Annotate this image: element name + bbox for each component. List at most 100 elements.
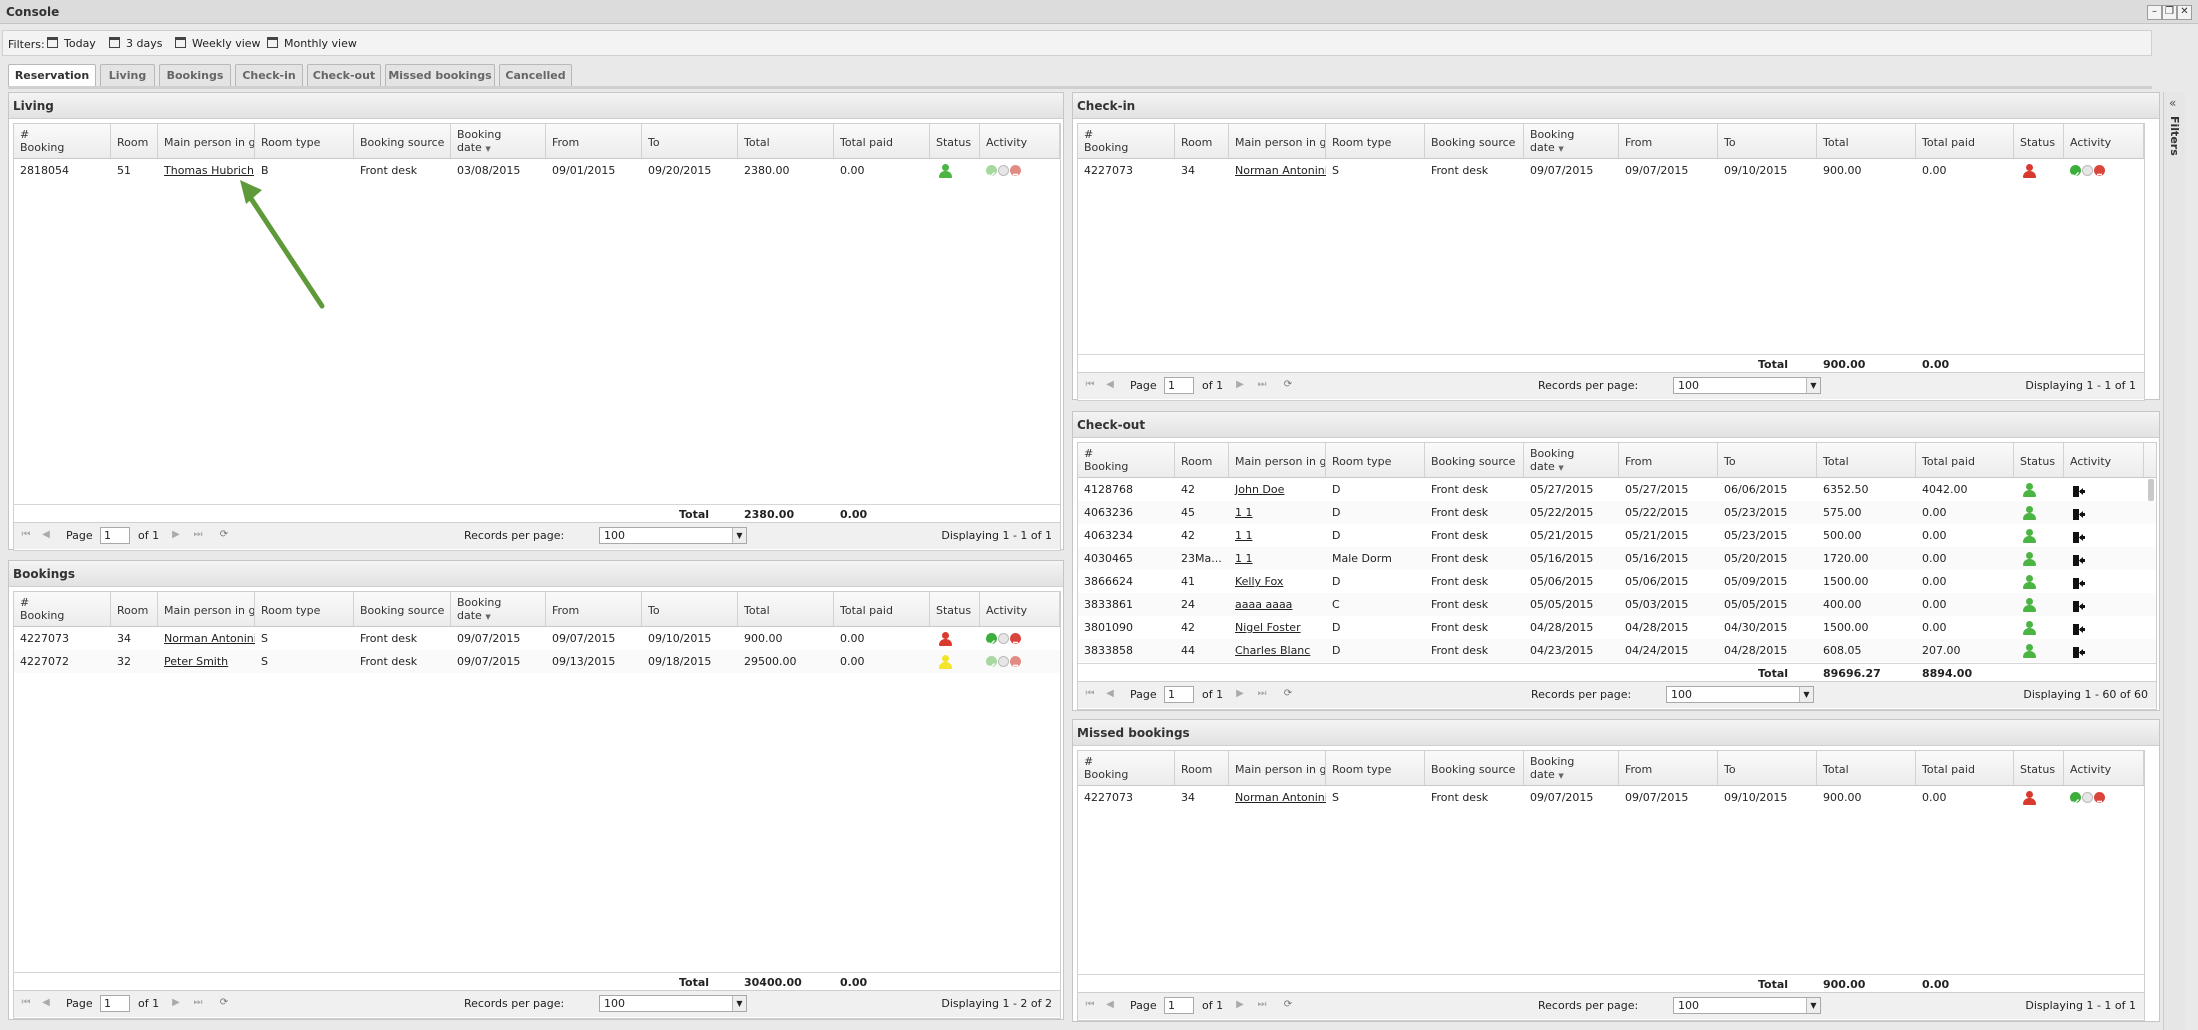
col-header-room[interactable]: Room bbox=[111, 124, 158, 158]
col-header-activity[interactable]: Activity bbox=[2064, 443, 2144, 477]
table-row[interactable]: 4128768 42 John Doe D Front desk 05/27/2015 05… bbox=[1078, 478, 2156, 501]
exit-door-icon[interactable] bbox=[2072, 598, 2085, 612]
user-edit-icon[interactable] bbox=[998, 656, 1009, 667]
first-page-icon[interactable]: ⏮ bbox=[21, 529, 31, 540]
col-header-total-paid[interactable]: Total paid bbox=[1916, 124, 2014, 158]
col-header-status[interactable]: Status bbox=[2014, 443, 2064, 477]
cell-main-person-text[interactable]: Thomas Hubrich bbox=[164, 164, 254, 177]
reject-icon[interactable] bbox=[2094, 165, 2105, 176]
cell-main-person[interactable]: 1 1 bbox=[1229, 524, 1326, 547]
col-header-status[interactable]: Status bbox=[2014, 751, 2064, 785]
exit-door-icon[interactable] bbox=[2072, 644, 2085, 658]
tab-living[interactable]: Living bbox=[100, 64, 155, 86]
minimize-icon[interactable]: – bbox=[2147, 5, 2162, 20]
col-header-activity[interactable]: Activity bbox=[980, 124, 1060, 158]
col-header-activity[interactable]: Activity bbox=[2064, 751, 2144, 785]
exit-door-icon[interactable] bbox=[2072, 483, 2085, 497]
cell-main-person-text[interactable]: aaaa aaaa bbox=[1235, 598, 1293, 611]
col-header-room-type[interactable]: Room type bbox=[1326, 443, 1425, 477]
accept-icon[interactable] bbox=[2070, 792, 2081, 805]
chevron-down-icon[interactable]: ▼ bbox=[732, 528, 746, 543]
records-per-page-select[interactable]: 100 ▼ bbox=[1666, 686, 1814, 703]
col-header-total[interactable]: Total bbox=[738, 592, 834, 626]
filter-3-days[interactable]: 3 days bbox=[109, 36, 162, 52]
col-header-booking-date[interactable]: Booking date ▼ bbox=[451, 592, 546, 626]
col-header-room[interactable]: Room bbox=[1175, 443, 1229, 477]
col-header-total[interactable]: Total bbox=[1817, 751, 1916, 785]
col-header-activity[interactable]: Activity bbox=[980, 592, 1060, 626]
tab-bookings[interactable]: Bookings bbox=[159, 64, 231, 86]
col-header-booking[interactable]: # Booking bbox=[1078, 124, 1175, 158]
cell-main-person-text[interactable]: Kelly Fox bbox=[1235, 575, 1284, 588]
col-header-status[interactable]: Status bbox=[930, 592, 980, 626]
col-header-to[interactable]: To bbox=[1718, 443, 1817, 477]
exit-door-icon[interactable] bbox=[2072, 621, 2085, 635]
first-page-icon[interactable]: ⏮ bbox=[1085, 688, 1095, 699]
reject-icon[interactable] bbox=[1010, 165, 1021, 176]
col-header-from[interactable]: From bbox=[546, 124, 642, 158]
reject-icon[interactable] bbox=[1010, 656, 1021, 667]
first-page-icon[interactable]: ⏮ bbox=[21, 997, 31, 1008]
cell-main-person[interactable]: Peter Smith bbox=[158, 650, 255, 673]
table-row[interactable]: 3801090 42 Nigel Foster D Front desk 04/28/20… bbox=[1078, 616, 2156, 639]
first-page-icon[interactable]: ⏮ bbox=[1085, 999, 1095, 1010]
table-row[interactable]: 2818054 51 Thomas Hubrich B Front desk 03/08/… bbox=[14, 159, 1060, 182]
col-header-main-person[interactable]: Main person in gro bbox=[1229, 751, 1326, 785]
table-row[interactable]: 3833861 24 aaaa aaaa C Front desk 05/05/2015 0… bbox=[1078, 593, 2156, 616]
cell-main-person[interactable]: Norman Antonini bbox=[1229, 159, 1326, 182]
cell-main-person[interactable]: 1 1 bbox=[1229, 547, 1326, 570]
col-header-total[interactable]: Total bbox=[1817, 443, 1916, 477]
col-header-total[interactable]: Total bbox=[1817, 124, 1916, 158]
next-page-icon[interactable]: ▶ bbox=[1236, 688, 1244, 699]
prev-page-icon[interactable]: ◀ bbox=[42, 529, 50, 540]
col-header-booking-source[interactable]: Booking source bbox=[1425, 443, 1524, 477]
col-header-total[interactable]: Total bbox=[738, 124, 834, 158]
filter-today[interactable]: Today bbox=[47, 36, 96, 52]
last-page-icon[interactable]: ⏭ bbox=[1257, 999, 1267, 1010]
tab-cancelled[interactable]: Cancelled bbox=[499, 64, 572, 86]
col-header-booking-source[interactable]: Booking source bbox=[354, 592, 451, 626]
tab-check-out[interactable]: Check-out bbox=[307, 64, 381, 86]
cell-main-person-text[interactable]: John Doe bbox=[1235, 483, 1285, 496]
next-page-icon[interactable]: ▶ bbox=[1236, 999, 1244, 1010]
table-row[interactable]: 4227073 34 Norman Antonini S Front desk 09/07… bbox=[14, 627, 1060, 650]
cell-main-person[interactable]: Nigel Foster bbox=[1229, 616, 1326, 639]
exit-door-icon[interactable] bbox=[2072, 552, 2085, 566]
col-header-from[interactable]: From bbox=[546, 592, 642, 626]
cell-main-person[interactable]: aaaa aaaa bbox=[1229, 593, 1326, 616]
table-row[interactable]: 4063234 42 1 1 D Front desk 05/21/2015 05/21/2… bbox=[1078, 524, 2156, 547]
filter-monthly-view[interactable]: Monthly view bbox=[267, 36, 357, 52]
col-header-booking-source[interactable]: Booking source bbox=[1425, 124, 1524, 158]
filters-side-panel[interactable]: « Filters bbox=[2163, 92, 2185, 1030]
table-row[interactable]: 4227072 32 Peter Smith S Front desk 09/07/201… bbox=[14, 650, 1060, 673]
records-per-page-select[interactable]: 100 ▼ bbox=[1673, 377, 1821, 394]
refresh-icon[interactable]: ⟳ bbox=[219, 997, 229, 1008]
col-header-room-type[interactable]: Room type bbox=[1326, 751, 1425, 785]
col-header-booking-source[interactable]: Booking source bbox=[1425, 751, 1524, 785]
col-header-main-person[interactable]: Main person in gro bbox=[158, 592, 255, 626]
cell-main-person[interactable]: Thomas Hubrich bbox=[158, 159, 255, 182]
last-page-icon[interactable]: ⏭ bbox=[193, 529, 203, 540]
table-row[interactable]: 4063236 45 1 1 D Front desk 05/22/2015 05/22/2… bbox=[1078, 501, 2156, 524]
prev-page-icon[interactable]: ◀ bbox=[42, 997, 50, 1008]
accept-icon[interactable] bbox=[986, 633, 997, 646]
page-number-input[interactable]: 1 bbox=[1164, 997, 1194, 1014]
cell-main-person-text[interactable]: Nigel Foster bbox=[1235, 621, 1301, 634]
accept-icon[interactable] bbox=[986, 165, 997, 178]
filter-weekly-view[interactable]: Weekly view bbox=[175, 36, 261, 52]
records-per-page-select[interactable]: 100 ▼ bbox=[1673, 997, 1821, 1014]
cell-main-person-text[interactable]: 1 1 bbox=[1235, 552, 1253, 565]
chevron-down-icon[interactable]: ▼ bbox=[732, 996, 746, 1011]
prev-page-icon[interactable]: ◀ bbox=[1106, 379, 1114, 390]
col-header-booking-date[interactable]: Booking date ▼ bbox=[1524, 751, 1619, 785]
table-row[interactable]: 4227073 34 Norman Antonini S Front desk 09/07… bbox=[1078, 159, 2144, 182]
user-edit-icon[interactable] bbox=[998, 165, 1009, 176]
cell-main-person[interactable]: Charles Blanc bbox=[1229, 639, 1326, 662]
tab-check-in[interactable]: Check-in bbox=[235, 64, 303, 86]
cell-main-person-text[interactable]: 1 1 bbox=[1235, 529, 1253, 542]
table-row[interactable]: 4030465 23Ma... 1 1 Male Dorm Front desk 05/1… bbox=[1078, 547, 2156, 570]
col-header-booking[interactable]: # Booking bbox=[14, 124, 111, 158]
cell-main-person[interactable]: Kelly Fox bbox=[1229, 570, 1326, 593]
col-header-main-person[interactable]: Main person in gro bbox=[1229, 124, 1326, 158]
col-header-activity[interactable]: Activity bbox=[2064, 124, 2144, 158]
